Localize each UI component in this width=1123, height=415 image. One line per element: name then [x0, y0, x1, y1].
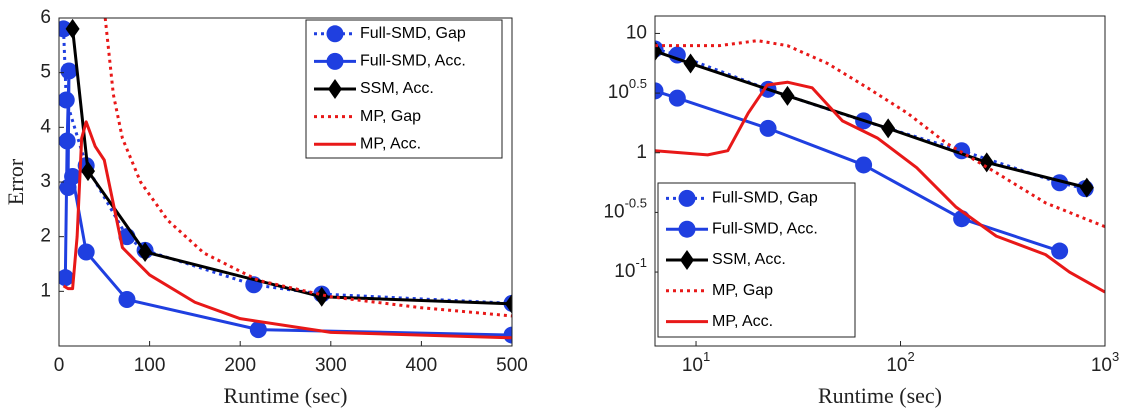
x-tick-label: 300: [315, 355, 347, 376]
x-tick-label: 0: [54, 355, 65, 376]
x-tick-label: 101: [682, 349, 710, 376]
x-tick-label: 103: [1091, 349, 1119, 376]
marker: [80, 161, 95, 182]
y-axis-label: Error: [3, 158, 28, 205]
marker: [59, 269, 74, 287]
legend-label: SSM, Acc.: [712, 251, 786, 268]
marker: [314, 286, 329, 307]
y-tick-label: 2: [40, 226, 51, 247]
marker: [683, 53, 698, 74]
marker: [655, 82, 664, 100]
legend: Full-SMD, Gap Full-SMD, Acc. SSM, Acc. MP, …: [657, 182, 856, 338]
marker: [979, 152, 994, 173]
series-line: [655, 80, 1105, 294]
x-tick-label: 100: [134, 355, 166, 376]
marker: [678, 220, 696, 238]
x-tick-label: 200: [224, 355, 256, 376]
marker: [59, 91, 75, 109]
marker: [118, 291, 136, 309]
marker: [881, 118, 896, 139]
y-tick-label: 6: [40, 7, 51, 28]
marker: [60, 62, 78, 80]
marker: [680, 250, 694, 270]
y-tick-label: 10-1: [614, 255, 647, 282]
axes: 0 100 200 300 400 500 1 2 3 4 5 6 Runtime (sec) Error…: [3, 7, 528, 408]
y-tick-label: 100.5: [608, 77, 647, 104]
marker: [505, 293, 512, 314]
legend-label: Full-SMD, Acc.: [360, 53, 466, 70]
axes-frame: [654, 15, 1106, 347]
legend-label: Full-SMD, Gap: [712, 190, 818, 207]
marker: [328, 79, 342, 99]
marker: [1051, 242, 1069, 260]
series-line: [103, 18, 512, 318]
marker: [326, 52, 344, 70]
y-tick-label: 4: [40, 116, 51, 137]
x-tick-label: 500: [496, 355, 528, 376]
marker: [138, 241, 153, 262]
legend: Full-SMD, Gap Full-SMD, Acc. SSM, Acc. MP, …: [305, 19, 503, 159]
plot-area: [655, 39, 1105, 294]
y-tick-label: 10-0.5: [603, 196, 647, 223]
x-axis-label: Runtime (sec): [223, 383, 347, 408]
legend-label: MP, Gap: [712, 282, 773, 299]
marker: [678, 189, 696, 207]
series-line: [655, 49, 1088, 190]
plot-area: [59, 18, 512, 344]
legend-label: Full-SMD, Acc.: [712, 220, 818, 237]
x-tick-label: 400: [406, 355, 438, 376]
legend-label: MP, Acc.: [712, 313, 773, 330]
y-tick-label: 5: [40, 62, 51, 83]
marker: [780, 85, 795, 106]
y-tick-label: 1: [40, 280, 51, 301]
series-line: [62, 120, 512, 340]
x-tick-label: 102: [886, 349, 914, 376]
marker: [759, 119, 777, 137]
legend-label: MP, Gap: [360, 108, 421, 125]
legend-label: Full-SMD, Gap: [360, 25, 466, 42]
y-tick-label: 10: [626, 22, 647, 43]
marker: [64, 168, 82, 186]
marker: [1079, 177, 1094, 198]
marker: [249, 321, 267, 339]
marker: [503, 326, 512, 344]
marker: [668, 89, 686, 107]
marker: [59, 132, 76, 150]
axes: 101 102 103 10-1 10-0.5 1 100.5 10 Runtime (sec)…: [603, 15, 1119, 408]
marker: [77, 243, 95, 261]
marker: [65, 18, 80, 39]
marker: [326, 25, 344, 43]
legend-label: SSM, Acc.: [360, 80, 434, 97]
legend-label: MP, Acc.: [360, 135, 421, 152]
y-tick-label: 1: [636, 142, 647, 163]
y-tick-label: 3: [40, 171, 51, 192]
marker: [855, 156, 873, 174]
x-axis-label: Runtime (sec): [818, 383, 942, 408]
